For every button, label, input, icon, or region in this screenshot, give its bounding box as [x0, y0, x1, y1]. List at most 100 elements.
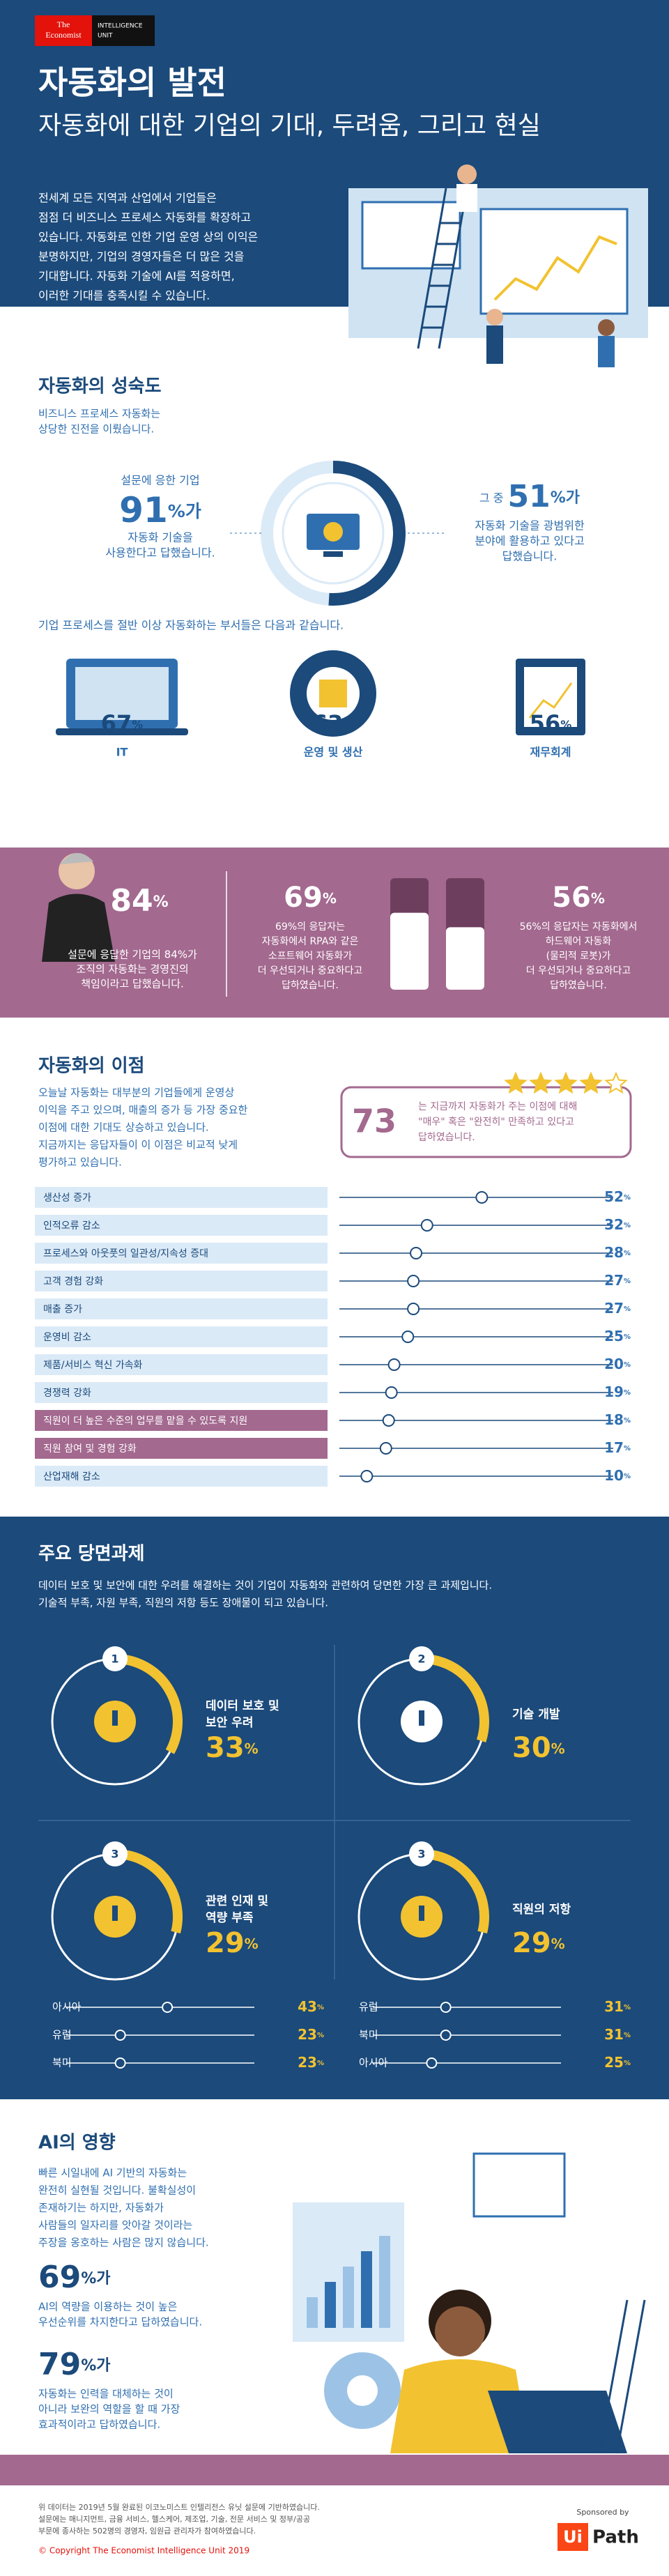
footer-note: 설문에는 매니지먼트, 금융 서비스, 헬스케어, 제조업, 기술, 전문 서비…	[38, 2515, 310, 2524]
stat-unit: %가	[168, 501, 201, 521]
ai-text: 아니라 보완의 역할을 할 때 가장	[38, 2403, 180, 2416]
hero-line	[493, 235, 617, 301]
section-title: 자동화의 성숙도	[38, 376, 162, 397]
benefit-name: 프로세스와 아웃풋의 일관성/지속성 증대	[43, 1248, 208, 1259]
doc-page	[524, 667, 577, 727]
challenge-arc	[114, 1654, 183, 1754]
stat: 그 중 51%가	[479, 479, 580, 514]
challenge-name: 직원의 저항	[512, 1902, 571, 1917]
ai-gear-hole	[347, 2375, 378, 2406]
satisfaction-value: 73	[352, 1103, 397, 1140]
lead-text: (물리적 로봇)가	[546, 951, 611, 962]
benefit-dot	[382, 1414, 395, 1427]
logo-text: The	[57, 20, 70, 29]
satisfaction-box	[340, 1086, 632, 1158]
satisfaction-text: 는 지금까지 자동화가 주는 이점에 대해	[418, 1101, 577, 1112]
stat-number: 91	[119, 490, 168, 530]
logo-red	[35, 15, 92, 46]
ai-bar-deco	[325, 2282, 336, 2328]
hero-person	[486, 309, 503, 325]
section-text: 평가하고 있습니다.	[38, 1156, 122, 1169]
stat-text: 답했습니다.	[502, 550, 558, 563]
benefit-row	[35, 1298, 328, 1319]
hero-person	[598, 319, 615, 336]
benefit-value-unit: %	[624, 1333, 631, 1341]
section-title: 주요 당면과제	[38, 1544, 145, 1565]
region-dot	[440, 2030, 452, 2041]
ring-arc	[328, 461, 406, 606]
hero-person	[486, 325, 503, 364]
region-value-unit: %	[624, 2032, 631, 2039]
lead-text: 책임이라고 답했습니다.	[81, 978, 184, 990]
rank: 3	[417, 1848, 425, 1861]
rank: 3	[111, 1848, 118, 1861]
ai-laptop	[488, 2391, 627, 2453]
ai-text: 우선순위를 차지한다고 답하였습니다.	[38, 2316, 202, 2329]
monitor-stand	[323, 551, 343, 557]
region-value-number: 23	[298, 2026, 317, 2043]
ai-text: 효과적이라고 답하였습니다.	[38, 2418, 160, 2431]
purple-strip	[0, 2455, 669, 2485]
stat-lead: 그 중	[479, 491, 504, 505]
challenge-value: 30%	[512, 1732, 565, 1764]
section-text: 이점에 대한 기대도 상승하고 있습니다.	[38, 1121, 209, 1134]
challenge-value-number: 29	[512, 1927, 551, 1959]
benefit-value: 25%	[604, 1328, 631, 1344]
section-text: 빠른 시일내에 AI 기반의 자동화는	[38, 2167, 187, 2179]
region-value-unit: %	[317, 2060, 324, 2067]
rank-badge	[409, 1646, 434, 1671]
region-value-unit: %	[624, 2060, 631, 2067]
region-value-unit: %	[624, 2004, 631, 2011]
region-dot	[114, 2030, 126, 2041]
dept-value: 67%	[101, 710, 144, 737]
benefit-row	[35, 1243, 328, 1264]
benefit-dot	[401, 1331, 415, 1343]
benefit-dot	[387, 1358, 401, 1371]
lead-text: 더 우선되거나 중요하다고	[526, 965, 631, 976]
benefit-row	[35, 1215, 328, 1236]
benefit-value-unit: %	[624, 1250, 631, 1257]
benefit-value-unit: %	[624, 1389, 631, 1397]
region-name: 유럽	[52, 2029, 72, 2041]
lead-stat-number: 56	[552, 882, 591, 914]
satisfaction-text: 답하였습니다.	[418, 1132, 475, 1143]
benefit-name: 매출 증가	[43, 1304, 82, 1315]
dept-value-unit: %	[343, 718, 354, 731]
section-title: AI의 영향	[38, 2133, 116, 2154]
footer-note: 위 데이터는 2019년 5월 완료된 이코노미스트 인텔리전스 유닛 설문에 …	[38, 2502, 320, 2512]
benefit-value-unit: %	[624, 1194, 631, 1202]
stat-text: 자동화 기술을 광범위한	[475, 519, 585, 532]
benefit-value-number: 32	[604, 1216, 624, 1233]
benefit-dot	[360, 1470, 374, 1482]
lead-stat-unit: %	[153, 894, 169, 911]
region-value-number: 23	[298, 2054, 317, 2071]
benefit-value-number: 20	[604, 1356, 624, 1372]
section-text: 기술적 부족, 자원 부족, 직원의 저항 등도 장애물이 되고 있습니다.	[38, 1597, 328, 1609]
lead-stat-unit: %	[591, 890, 605, 907]
sponsor-logo: Ui	[563, 2527, 583, 2547]
hero-ladder	[417, 187, 468, 349]
challenge-value: 29%	[512, 1927, 565, 1959]
ai-stat-unit: %가	[81, 2270, 110, 2287]
benefit-value-number: 27	[604, 1272, 624, 1289]
intro-line: 기대합니다. 자동화 기술에 AI를 적용하면,	[38, 270, 235, 283]
sponsor-box	[558, 2523, 588, 2551]
stat-text: 사용한다고 답했습니다.	[105, 546, 215, 560]
gear-icon	[323, 522, 343, 542]
benefit-value-number: 27	[604, 1300, 624, 1317]
benefit-name: 고객 경험 강화	[43, 1276, 103, 1287]
ai-stat-unit: %가	[81, 2357, 110, 2375]
benefit-value-unit: %	[624, 1278, 631, 1285]
lead-bar	[446, 927, 484, 990]
rank-badge	[409, 1841, 434, 1866]
dept-intro: 기업 프로세스를 절반 이상 자동화하는 부서들은 다음과 같습니다.	[38, 619, 344, 632]
intro-line: 점점 더 비즈니스 프로세스 자동화를 확장하고	[38, 211, 251, 224]
lead-text: 답하였습니다.	[550, 980, 607, 991]
section-text: 이익을 주고 있으며, 매출의 증가 등 가장 중요한	[38, 1104, 248, 1117]
rank: 1	[111, 1653, 118, 1666]
footer-note: 부문에 종사하는 502명의 경영자, 임원급 관리자가 참여하였습니다.	[38, 2526, 256, 2536]
dept-name: IT	[116, 746, 128, 759]
satisfaction-text: "매우" 혹은 "완전히" 만족하고 있다고	[418, 1117, 574, 1128]
hero-screen	[479, 208, 629, 315]
region-value: 43%	[298, 1998, 324, 2015]
